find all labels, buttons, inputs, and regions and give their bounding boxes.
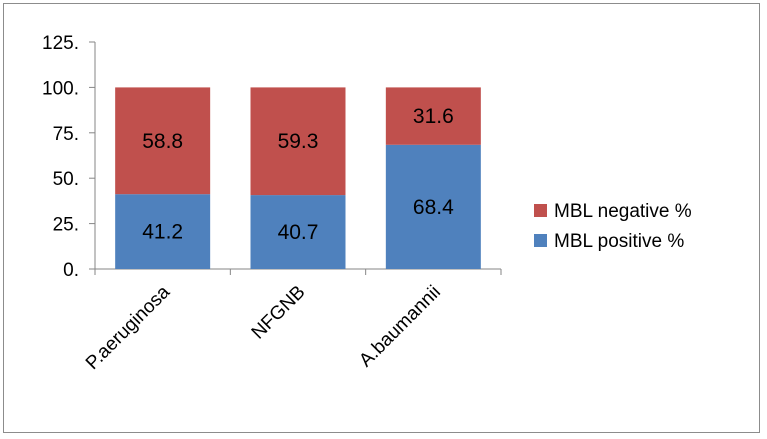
legend: MBL negative % MBL positive % (534, 201, 692, 252)
y-axis: 0. 25. 50. 75. 100. 125. (42, 33, 95, 281)
legend-swatch (534, 234, 547, 247)
data-label-mbl-positive: 68.4 (413, 196, 454, 219)
y-tick-label: 50. (53, 169, 79, 190)
category-label: P.aeruginosa (82, 281, 175, 374)
y-tick-label: 0. (63, 260, 79, 281)
data-label-mbl-negative: 59.3 (278, 130, 319, 153)
y-tick-label: 125. (42, 33, 79, 54)
x-axis (95, 269, 501, 275)
category-label: NFGNB (248, 282, 310, 344)
y-tick-label: 100. (42, 78, 79, 99)
category-label: A.baumannii (355, 282, 445, 372)
y-tick-label: 75. (53, 124, 79, 145)
chart-frame: 0. 25. 50. 75. 100. 125. 41.2 58.8 40.7 59.3 68.4… (3, 3, 760, 433)
data-label-mbl-positive: 41.2 (142, 221, 183, 244)
data-label-mbl-negative: 58.8 (142, 130, 183, 153)
stacked-bar-chart: 0. 25. 50. 75. 100. 125. 41.2 58.8 40.7 59.3 68.4… (4, 4, 761, 434)
data-label-mbl-positive: 40.7 (278, 221, 319, 244)
category-labels: P.aeruginosa NFGNB A.baumannii (82, 281, 445, 374)
y-tick-label: 25. (53, 215, 79, 236)
legend-swatch (534, 204, 547, 217)
legend-label: MBL positive % (554, 231, 684, 252)
legend-label: MBL negative % (554, 201, 692, 222)
data-label-mbl-negative: 31.6 (413, 105, 454, 128)
